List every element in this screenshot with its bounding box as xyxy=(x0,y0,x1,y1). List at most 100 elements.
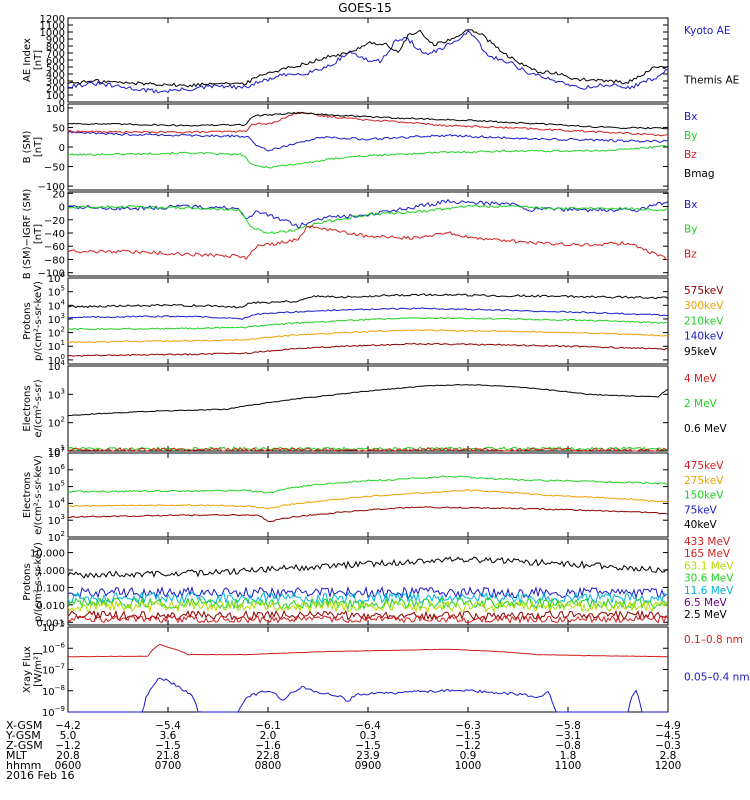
series-line xyxy=(67,447,668,452)
y-tick-label: 200 xyxy=(46,84,65,95)
y-tick-label: 102 xyxy=(48,530,65,544)
legend-entry: Bx xyxy=(684,199,697,211)
series-line xyxy=(67,144,669,169)
footer-value: 0700 xyxy=(155,760,182,772)
footer-value: 2.0 xyxy=(260,730,277,742)
y-axis-label: [nT] xyxy=(33,137,44,157)
panel-frame xyxy=(67,17,669,103)
y-axis-label: AE Index xyxy=(22,38,33,82)
series-line xyxy=(67,643,669,658)
footer-value: −6.1 xyxy=(255,720,281,732)
legend-entry: Kyoto AE xyxy=(684,25,730,37)
y-axis-label: Protons xyxy=(22,563,33,600)
series-line xyxy=(67,383,669,417)
legend-entry: 63.1 MeV xyxy=(684,560,734,572)
y-tick-label: 300 xyxy=(46,77,65,88)
y-axis-label: Xray Flux xyxy=(22,646,33,693)
y-tick-label: 102 xyxy=(48,326,65,340)
footer-value: 2.8 xyxy=(660,750,677,762)
y-tick-label: 103 xyxy=(48,513,65,527)
series-line xyxy=(67,614,669,625)
y-axis-label: B (SM)−IGRF (SM) xyxy=(22,189,33,280)
y-tick-label: 900 xyxy=(46,35,65,46)
footer-value: −4.9 xyxy=(655,720,681,732)
y-tick-label: 100 xyxy=(46,104,65,115)
legend-entry: Themis AE xyxy=(683,74,739,86)
series-line xyxy=(67,342,669,357)
y-axis-label: [W/m²] xyxy=(33,652,44,687)
legend-entry: Bz xyxy=(684,248,697,260)
y-tick-label: 700 xyxy=(46,49,65,60)
y-tick-label: 0.001 xyxy=(36,618,65,629)
y-axis-label: p/(cm²-s-sr-keV) xyxy=(33,542,44,622)
y-tick-label: 20 xyxy=(52,189,65,200)
footer-value: −1.5 xyxy=(455,730,481,742)
footer-value: −6.4 xyxy=(355,720,381,732)
footer-value: 0600 xyxy=(55,760,82,772)
y-tick-label: 600 xyxy=(46,56,65,67)
series-line xyxy=(67,198,669,229)
y-tick-label: 103 xyxy=(48,312,65,326)
legend-entry: 140keV xyxy=(684,331,724,343)
series-line xyxy=(67,556,669,579)
series-line xyxy=(67,111,669,137)
y-tick-label: 102 xyxy=(48,416,65,430)
footer-row-label: MLT xyxy=(6,749,27,762)
y-tick-label: 10−5 xyxy=(42,620,65,634)
y-tick-label: 10−9 xyxy=(42,705,65,719)
y-tick-label: 0.010 xyxy=(36,601,65,612)
legend-entry: 475keV xyxy=(684,460,724,472)
y-axis-label: Electrons xyxy=(22,385,33,431)
panel-frame xyxy=(67,365,669,452)
footer-value: −1.6 xyxy=(255,740,281,752)
footer-value: −1.2 xyxy=(455,740,481,752)
series-line xyxy=(67,590,669,605)
legend-entry: 40keV xyxy=(684,519,718,531)
y-tick-label: 101 xyxy=(48,339,65,353)
y-axis-label: e/(cm²-s-sr-keV) xyxy=(33,455,44,535)
legend-entry: 433 MeV xyxy=(684,536,731,548)
footer-value: 0.9 xyxy=(460,750,477,762)
legend-entry: 165 MeV xyxy=(684,548,731,560)
footer-value: 1200 xyxy=(655,760,682,772)
footer-date: 2016 Feb 16 xyxy=(6,769,75,782)
series-line xyxy=(67,224,669,261)
footer-value: 0800 xyxy=(255,760,282,772)
footer-value: 22.8 xyxy=(256,750,279,762)
y-tick-label: 400 xyxy=(46,70,65,81)
footer-value: −6.3 xyxy=(455,720,481,732)
legend-entry: 0.6 MeV xyxy=(684,423,728,435)
footer-value: 23.9 xyxy=(356,750,379,762)
y-tick-label: −60 xyxy=(44,242,65,253)
footer-row-label: Y-GSM xyxy=(6,729,41,742)
series-line xyxy=(67,475,669,494)
series-line xyxy=(68,677,668,713)
legend-entry: Bmag xyxy=(684,168,715,180)
footer-value: −4.2 xyxy=(55,720,81,732)
series-line xyxy=(67,329,669,344)
y-tick-label: 500 xyxy=(46,63,65,74)
legend-entry: Bx xyxy=(684,111,697,123)
series-line xyxy=(67,599,669,614)
y-tick-label: 10−6 xyxy=(42,641,66,655)
footer-value: 1100 xyxy=(555,760,582,772)
series-line xyxy=(67,585,669,600)
y-tick-label: 1000 xyxy=(40,28,65,39)
legend-entry: 150keV xyxy=(684,490,724,502)
y-tick-label: 105 xyxy=(48,285,65,299)
y-tick-label: 0.100 xyxy=(36,583,65,594)
footer-value: 5.0 xyxy=(60,730,77,742)
legend-entry: 0.05–0.4 nm xyxy=(684,672,750,684)
footer-value: −0.8 xyxy=(555,740,581,752)
legend-entry: 11.6 MeV xyxy=(684,585,734,597)
series-line xyxy=(67,29,669,94)
legend-entry: 2 MeV xyxy=(684,398,718,410)
y-tick-label: 800 xyxy=(46,42,65,53)
y-tick-label: −40 xyxy=(44,229,65,240)
legend-entry: 300keV xyxy=(684,300,724,312)
legend-entry: 4 MeV xyxy=(684,373,718,385)
footer-value: 0.3 xyxy=(360,730,377,742)
legend-entry: 210keV xyxy=(684,315,724,327)
series-line xyxy=(67,489,669,510)
legend-entry: Bz xyxy=(684,149,697,161)
